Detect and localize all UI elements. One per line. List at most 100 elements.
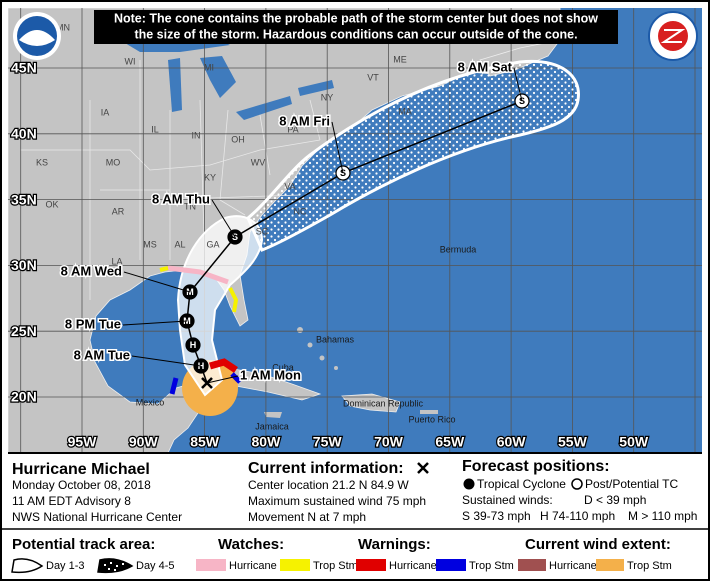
- state-label: MO: [106, 157, 121, 167]
- winds-title: Sustained winds:: [462, 493, 553, 507]
- storm-advisory: 11 AM EDT Advisory 8: [12, 494, 131, 508]
- state-label: MA: [398, 106, 412, 116]
- swatch: [196, 559, 226, 571]
- swatch: [518, 559, 546, 571]
- state-label: VT: [367, 72, 379, 82]
- state-label: NY: [321, 92, 334, 102]
- forecast-tc: Tropical Cyclone: [477, 477, 566, 491]
- lon-label: 90W: [129, 434, 159, 450]
- leader-line: [331, 121, 344, 174]
- state-label: AL: [174, 239, 185, 249]
- lon-label: 60W: [497, 434, 527, 450]
- forecast-symbol: M: [183, 316, 191, 326]
- storm-name: Hurricane Michael: [12, 461, 150, 478]
- cone-day-1-3: [176, 215, 264, 397]
- watches-title: Watches:: [218, 536, 284, 553]
- lon-label: 70W: [374, 434, 404, 450]
- trop-stm-warning: [169, 372, 242, 395]
- leader-line: [123, 271, 191, 293]
- tc-icon: [463, 478, 475, 490]
- day13-label: Day 1-3: [46, 560, 85, 572]
- current-title: Current information:: [248, 460, 404, 477]
- day13-icon: [11, 558, 44, 574]
- state-label: GA: [206, 239, 219, 249]
- lon-label: 50W: [619, 434, 649, 450]
- state-label: MS: [143, 239, 157, 249]
- state-label: KY: [204, 172, 216, 182]
- state-label: WI: [125, 56, 136, 66]
- current-line: Center location 21.2 N 84.9 W: [248, 478, 409, 492]
- state-label: VA: [284, 181, 295, 191]
- storm-date: Monday October 08, 2018: [12, 478, 151, 492]
- swatch: [596, 559, 624, 571]
- lat-label: 40N: [11, 126, 37, 142]
- watch-tropstm: Trop Stm: [313, 560, 358, 572]
- forecast-label: 8 AM Tue: [74, 347, 130, 362]
- swatch: [280, 559, 310, 571]
- place-label: Cuba: [272, 362, 294, 372]
- lon-label: 80W: [252, 434, 282, 450]
- place-label: Bermuda: [440, 244, 477, 254]
- current-line: Maximum sustained wind 75 mph: [248, 494, 426, 508]
- lon-label: 75W: [313, 434, 343, 450]
- hurricane-watch: [167, 265, 229, 285]
- track: HHMMSSS: [122, 67, 530, 389]
- day45-label: Day 4-5: [136, 560, 175, 572]
- forecast-point: [185, 337, 201, 353]
- state-label: OH: [231, 134, 245, 144]
- leader-line: [131, 355, 202, 367]
- state-label: WV: [251, 157, 266, 167]
- lon-label: 65W: [435, 434, 465, 450]
- warnings-title: Warnings:: [358, 536, 431, 553]
- state-label: IN: [192, 130, 201, 140]
- leader-line: [211, 199, 236, 238]
- wind-title: Current wind extent:: [525, 536, 671, 553]
- swatch: [436, 559, 466, 571]
- leader-line: [122, 320, 188, 326]
- wind-s: S 39-73 mph: [462, 509, 531, 523]
- state-label: TN: [184, 201, 196, 211]
- current-line: Movement N at 7 mph: [248, 510, 366, 524]
- trop-stm-warning-yellow: [159, 266, 239, 313]
- state-label: KS: [36, 157, 48, 167]
- leader-line: [513, 67, 523, 102]
- forecast-symbol: H: [190, 340, 197, 350]
- current-icon: [417, 462, 429, 474]
- note-line: Note: The cone contains the probable pat…: [114, 11, 598, 25]
- place-label: Bahamas: [316, 334, 355, 344]
- hurricane-warning: [209, 358, 238, 373]
- lat-label: 30N: [11, 257, 37, 273]
- place-label: Puerto Rico: [408, 414, 455, 424]
- storm-center: NWS National Hurricane Center: [12, 510, 182, 524]
- track-title: Potential track area:: [12, 536, 155, 553]
- leader-line: [206, 375, 239, 384]
- cone-day-4-5: [246, 59, 580, 252]
- note-box: [94, 10, 618, 44]
- day45-dots: [104, 562, 124, 571]
- note-line: the size of the storm. Hazardous conditi…: [134, 27, 577, 41]
- forecast-label: 8 AM Sat: [458, 59, 513, 74]
- wind-hurricane: Hurricane: [549, 560, 597, 572]
- state-label: OK: [45, 199, 58, 209]
- map-labels: 45N 40N 35N 30N 25N 20N 95W 90W 85W 80W 75W 70W 65W 6…: [10, 22, 650, 451]
- land-puerto-rico: [420, 410, 438, 414]
- warn-hurricane: Hurricane: [389, 560, 437, 572]
- place-label: Mexico: [136, 397, 165, 407]
- wind-d: D < 39 mph: [584, 493, 646, 507]
- lon-label: 85W: [190, 434, 220, 450]
- state-label: ME: [393, 54, 407, 64]
- state-label: LA: [111, 256, 122, 266]
- forecast-label: 8 AM Fri: [279, 113, 330, 128]
- forecast-label: 8 AM Thu: [152, 191, 210, 206]
- nws-logo: [648, 11, 698, 61]
- state-label: IL: [151, 124, 159, 134]
- lat-label: 20N: [11, 389, 37, 405]
- forecast-label: 8 PM Tue: [65, 316, 121, 331]
- wind-tropstm: Trop Stm: [627, 560, 672, 572]
- day45-icon: [97, 558, 134, 574]
- wind-m: M > 110 mph: [628, 509, 697, 523]
- lon-label: 95W: [68, 434, 98, 450]
- lat-label: 25N: [11, 323, 37, 339]
- forecast-title: Forecast positions:: [462, 458, 610, 475]
